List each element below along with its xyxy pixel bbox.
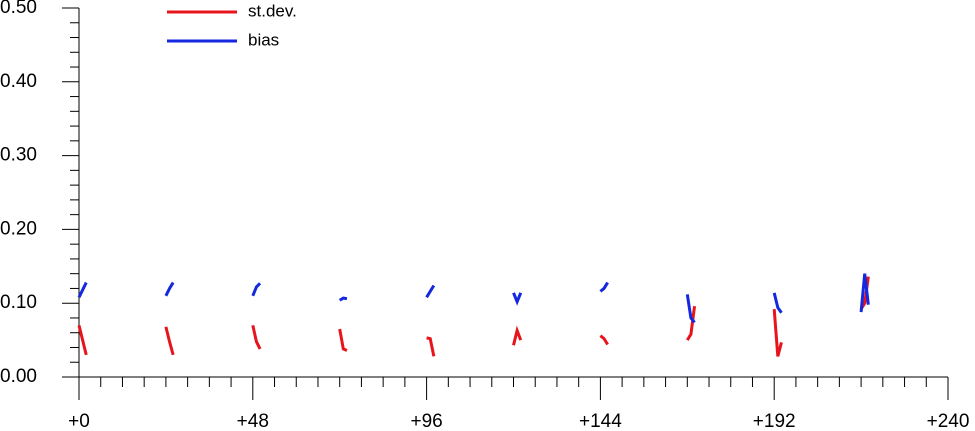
y-tick-label: 0.20 xyxy=(0,218,37,239)
x-tick-label: +96 xyxy=(410,411,442,431)
x-tick-label: +192 xyxy=(753,411,796,431)
y-tick-label: 0.30 xyxy=(0,145,37,166)
legend-label: st.dev. xyxy=(248,1,297,20)
x-tick-label: +48 xyxy=(237,411,269,431)
x-tick-label: +0 xyxy=(68,411,90,431)
y-tick-label: 0.40 xyxy=(0,71,37,92)
series-line xyxy=(77,273,870,324)
x-tick-label: +240 xyxy=(927,411,970,431)
x-tick-label: +144 xyxy=(579,411,622,431)
y-tick-label: 0.00 xyxy=(0,366,37,387)
series-line xyxy=(77,276,870,357)
y-tick-label: 0.50 xyxy=(0,0,37,18)
y-tick-label: 0.10 xyxy=(0,292,37,313)
legend-label: bias xyxy=(248,30,279,49)
